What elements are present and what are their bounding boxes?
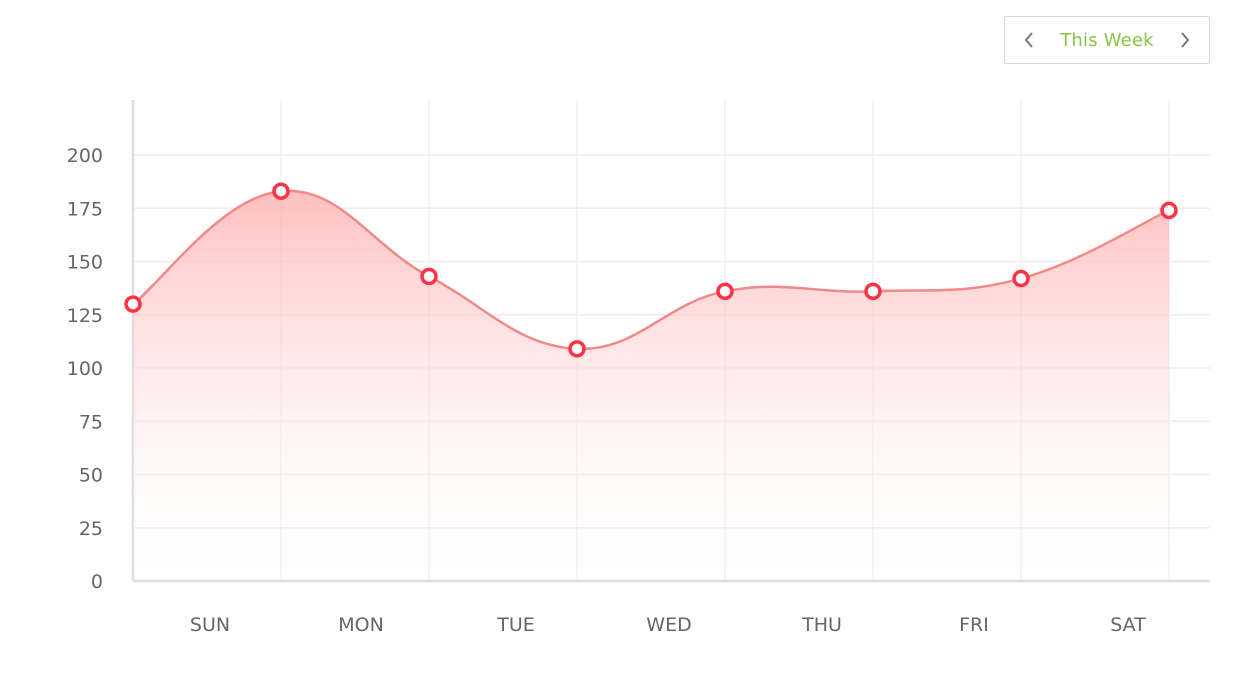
- data-point[interactable]: [864, 282, 882, 301]
- x-tick-label: THU: [801, 614, 842, 636]
- points-layer: [124, 182, 1178, 358]
- data-point[interactable]: [272, 182, 290, 200]
- data-point[interactable]: [1012, 269, 1030, 288]
- chevron-right-icon[interactable]: [1175, 30, 1195, 50]
- y-tick-label: 200: [67, 145, 103, 167]
- area-fill: [133, 190, 1169, 582]
- y-tick-label: 0: [91, 571, 103, 593]
- week-label: This Week: [1060, 29, 1154, 51]
- y-tick-label: 50: [79, 465, 103, 487]
- y-tick-label: 150: [67, 252, 103, 274]
- area-layer: [133, 190, 1169, 582]
- data-point[interactable]: [716, 282, 734, 301]
- data-point[interactable]: [420, 267, 438, 286]
- x-tick-label: SAT: [1110, 614, 1146, 636]
- x-tick-label: TUE: [496, 614, 535, 636]
- y-tick-label: 125: [67, 305, 103, 327]
- y-tick-label: 175: [67, 198, 103, 220]
- x-axis-labels: SUN MON TUE WED THU FRI SAT: [190, 614, 1146, 636]
- x-tick-label: WED: [646, 614, 691, 636]
- data-point[interactable]: [568, 340, 586, 358]
- week-navigator: This Week: [1004, 16, 1210, 64]
- x-tick-label: SUN: [190, 614, 230, 636]
- y-tick-label: 100: [67, 358, 103, 380]
- y-tick-label: 25: [79, 518, 103, 540]
- x-tick-label: MON: [338, 614, 384, 636]
- y-tick-label: 75: [79, 411, 103, 433]
- data-point[interactable]: [1160, 201, 1178, 220]
- data-point[interactable]: [124, 295, 142, 313]
- x-tick-label: FRI: [959, 614, 989, 636]
- y-axis-labels: 0 25 50 75 100 125 150 175 200: [67, 145, 103, 593]
- chevron-left-icon[interactable]: [1019, 30, 1039, 50]
